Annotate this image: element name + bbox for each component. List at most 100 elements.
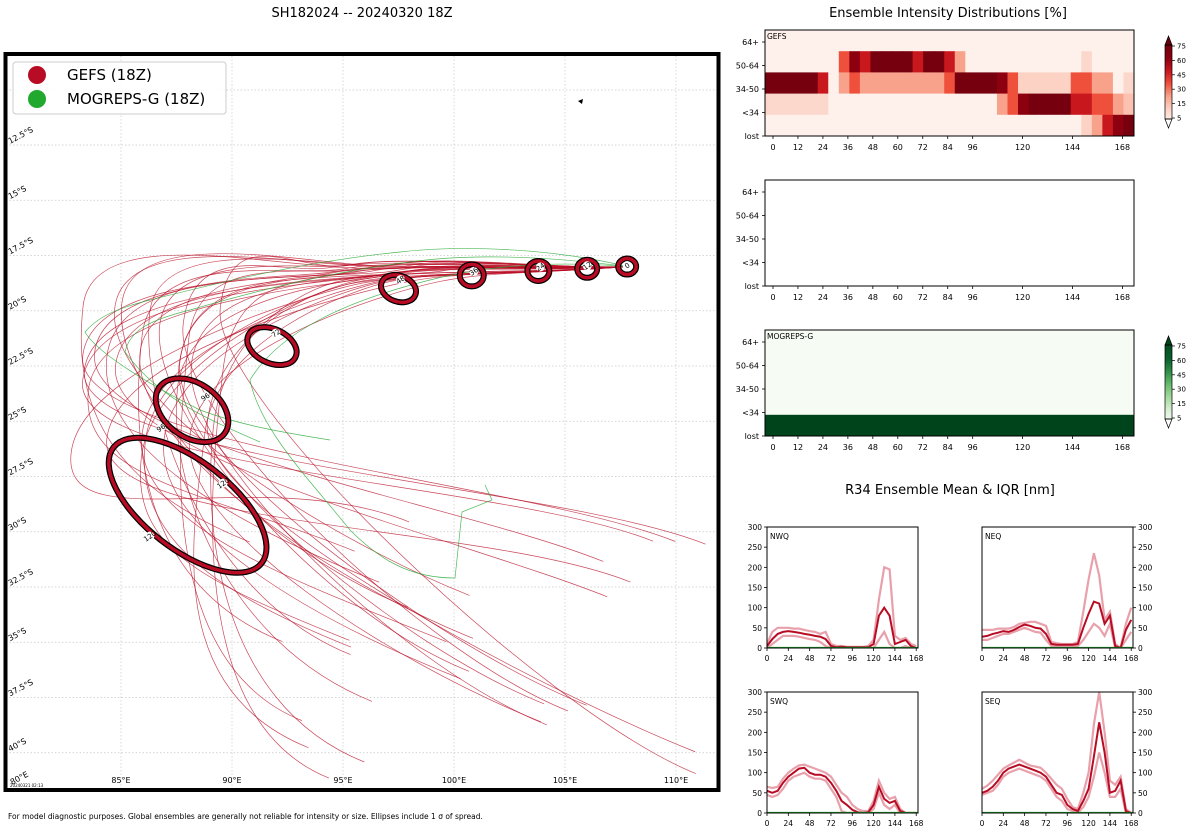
heatmap-cell: [765, 30, 777, 52]
heatmap-cell: [765, 372, 1134, 395]
y-tick-label: lost: [745, 432, 759, 441]
y-tick-label: 34-50: [736, 235, 759, 244]
x-tick-label: 60: [893, 293, 903, 302]
colorbar-segment: [1165, 394, 1172, 398]
y-tick-label: 0: [757, 809, 762, 818]
colorbar-segment: [1165, 389, 1172, 392]
heatmap-cell: [1060, 30, 1072, 52]
legend-marker: [28, 90, 46, 108]
colorbar-segment: [1165, 70, 1172, 74]
gefs-colorbar: 75 60 45 30 15 5: [1164, 35, 1186, 129]
y-tick-label: 100: [1138, 604, 1153, 613]
hour-label: 72: [270, 328, 282, 340]
y-tick-label: 0: [1138, 809, 1143, 818]
x-tick-label: 120: [1015, 443, 1030, 452]
colorbar-segment: [1165, 83, 1172, 87]
colorbar-segment: [1165, 100, 1172, 103]
x-tick-label: 12: [793, 293, 803, 302]
heatmap-cell: [902, 72, 914, 95]
legend-label: MOGREPS-G (18Z): [67, 90, 205, 108]
heatmap-cell: [1081, 114, 1093, 137]
hour-label: 96: [200, 391, 212, 403]
heatmap-cell: [765, 93, 777, 116]
colorbar-segment: [1165, 50, 1172, 53]
heatmap-cell: [891, 30, 903, 52]
colorbar-segment: [1165, 104, 1172, 107]
lat-tick-label: 40°S: [7, 737, 28, 754]
colorbar-segment: [1165, 63, 1172, 66]
heatmap-cell: [817, 51, 829, 73]
x-tick-label: 24: [999, 654, 1009, 663]
heatmap-cell: [807, 114, 819, 137]
colorbar-segment: [1165, 67, 1172, 70]
x-tick-label: 144: [1065, 293, 1080, 302]
r34-neq-panel: NEQ 0 50 100 150 200 250 300 0 24 48 72 96 120 144 168: [980, 523, 1153, 663]
y-tick-label: 50-64: [736, 212, 759, 221]
heatmap-cell: [996, 114, 1008, 137]
gefs-member-track: [159, 262, 628, 672]
x-tick-label: 120: [1081, 819, 1096, 828]
heatmap-cell: [965, 72, 977, 95]
x-tick-label: 168: [1115, 293, 1130, 302]
y-tick-label: 300: [1138, 688, 1153, 697]
colorbar-segment: [1165, 106, 1172, 109]
heatmap-cell: [1091, 114, 1103, 137]
heatmap-cell: [902, 51, 914, 73]
x-tick-label: 96: [1062, 819, 1072, 828]
map-title: SH182024 -- 20240320 18Z: [271, 6, 452, 21]
heatmap-cell: [1112, 114, 1124, 137]
heatmap-cell: [765, 330, 1134, 352]
colorbar-segment: [1165, 400, 1172, 403]
colorbar-segment: [1165, 361, 1172, 364]
y-tick-label: 200: [748, 563, 763, 572]
x-tick-label: 120: [866, 819, 881, 828]
y-tick-label: 50-64: [736, 62, 759, 71]
colorbar-segment: [1165, 96, 1172, 100]
x-tick-label: 48: [868, 293, 878, 302]
heatmap-cell: [870, 72, 882, 95]
heatmap-cell: [807, 72, 819, 95]
heatmap-cell: [986, 30, 998, 52]
heatmap-frame: [764, 179, 1135, 287]
colorbar-segment: [1165, 74, 1172, 77]
lon-tick-label: 105°E: [553, 776, 577, 785]
heatmap-frame: [764, 329, 1135, 437]
heatmap-cell: [765, 393, 1134, 416]
x-tick-label: 48: [868, 143, 878, 152]
x-tick-label: 168: [909, 819, 924, 828]
colorbar-segment: [1165, 87, 1172, 90]
x-tick-label: 144: [1065, 143, 1080, 152]
colorbar-tick-label: 5: [1177, 415, 1181, 423]
y-tick-label: 250: [748, 708, 763, 717]
heatmap-cell: [838, 93, 850, 116]
x-tick-label: 120: [1015, 143, 1030, 152]
r34-q25-line: [767, 771, 917, 813]
x-tick-label: 72: [1041, 819, 1051, 828]
lon-tick-label: 100°E: [442, 776, 466, 785]
heatmap-cell: [1081, 30, 1093, 52]
heatmap-cell: [954, 51, 966, 73]
heatmap-cell: [1028, 72, 1040, 95]
colorbar-tick-label: 60: [1177, 57, 1186, 65]
colorbar-arrow-top: [1164, 35, 1173, 46]
heatmap-cell: [1102, 93, 1114, 116]
colorbar-segment: [1165, 45, 1172, 48]
heatmap-cell: [1060, 72, 1072, 95]
hour-label-bg: [582, 261, 592, 271]
heatmap-cell: [965, 93, 977, 116]
x-tick-label: 96: [1062, 654, 1072, 663]
colorbar-segment: [1165, 113, 1172, 116]
lat-tick-label: 25°S: [7, 405, 28, 422]
heatmap-cell: [1049, 51, 1061, 73]
heatmap-cell: [933, 114, 945, 137]
heatmap-cell: [765, 72, 777, 95]
colorbar-segment: [1165, 376, 1172, 379]
heatmap-cell: [838, 30, 850, 52]
heatmap-cell: [870, 51, 882, 73]
mogreps-intensity-heatmap: MOGREPS-G 64+ 50-64 34-50 <34 lost 0 12 24 36 48 60…: [736, 329, 1135, 452]
colorbar-segment: [1165, 383, 1172, 387]
y-tick-label: 50: [752, 624, 762, 633]
y-tick-label: 34-50: [736, 85, 759, 94]
heatmap-cell: [849, 72, 861, 95]
y-tick-label: <34: [742, 409, 759, 418]
